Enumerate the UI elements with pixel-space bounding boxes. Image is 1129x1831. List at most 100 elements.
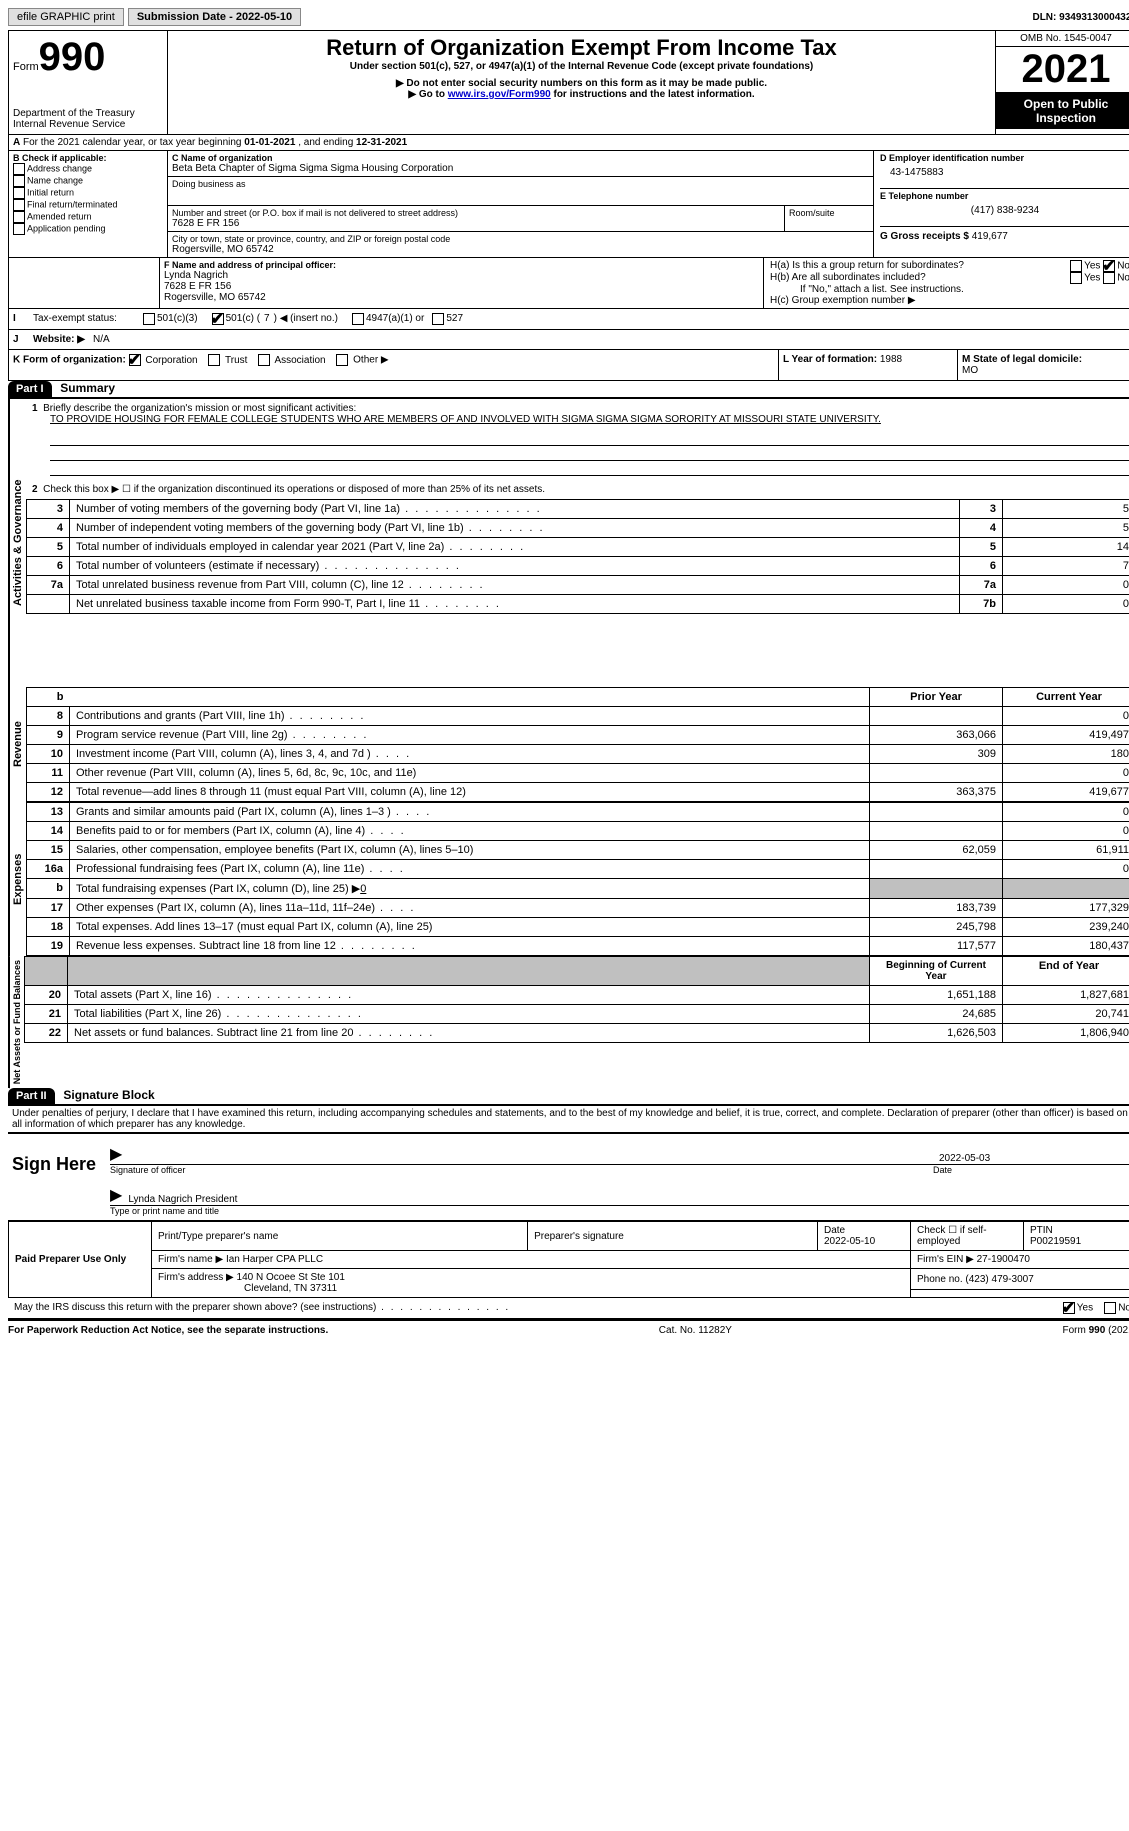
prep-date: 2022-05-10	[824, 1236, 875, 1247]
footer-left: For Paperwork Reduction Act Notice, see …	[8, 1325, 328, 1336]
checkbox-assoc[interactable]	[258, 354, 270, 366]
col-current-year: Current Year	[1003, 688, 1129, 707]
table-row: 20Total assets (Part X, line 16)1,651,18…	[25, 986, 1129, 1005]
phone-label: Phone no.	[917, 1274, 963, 1285]
block-l: L Year of formation: 1988	[779, 350, 958, 380]
hb-yes: Yes	[1084, 273, 1100, 284]
footer-right: Form 990 (2021)	[1063, 1325, 1129, 1336]
firm-addr1: 140 N Ocoee St Ste 101	[237, 1272, 345, 1283]
firm-name: Ian Harper CPA PLLC	[226, 1254, 323, 1265]
footer-mid: Cat. No. 11282Y	[659, 1325, 732, 1336]
checkbox-4947[interactable]	[352, 313, 364, 325]
line-a-text-b: , and ending	[295, 137, 356, 148]
checkbox-527[interactable]	[432, 313, 444, 325]
checkbox-ha-no[interactable]	[1103, 260, 1115, 272]
checkbox-address-change[interactable]	[13, 163, 25, 175]
l1-label: Briefly describe the organization's miss…	[43, 403, 356, 414]
table-row: 16aProfessional fundraising fees (Part I…	[27, 860, 1129, 879]
org-city: Rogersville, MO 65742	[172, 244, 869, 255]
opt-501c3: 501(c)(3)	[157, 313, 198, 325]
org-name: Beta Beta Chapter of Sigma Sigma Sigma H…	[172, 163, 869, 174]
checkbox-hb-no[interactable]	[1103, 272, 1115, 284]
col-eoy: End of Year	[1003, 957, 1129, 986]
submission-date-button[interactable]: Submission Date - 2022-05-10	[128, 8, 301, 26]
discuss-yes: Yes	[1077, 1303, 1093, 1314]
firm-addr-label: Firm's address ▶	[158, 1272, 234, 1283]
l-label: L Year of formation:	[783, 354, 877, 365]
l16b-text: Total fundraising expenses (Part IX, col…	[76, 883, 360, 895]
prep-c3-label: Date	[824, 1225, 845, 1236]
checkbox-app-pending[interactable]	[13, 223, 25, 235]
checkbox-initial-return[interactable]	[13, 187, 25, 199]
opt-trust: Trust	[225, 355, 247, 366]
firm-addr2: Cleveland, TN 37311	[158, 1283, 337, 1294]
opt-app-pending: Application pending	[27, 223, 106, 233]
opt-name-change: Name change	[27, 175, 83, 185]
ha-yes: Yes	[1084, 261, 1100, 272]
checkbox-discuss-no[interactable]	[1104, 1302, 1116, 1314]
summary-table-rev: bPrior YearCurrent Year 8Contributions a…	[26, 687, 1129, 802]
h-b-label: H(b) Are all subordinates included?	[770, 272, 1070, 284]
block-m: M State of legal domicile:MO	[958, 350, 1129, 380]
opt-4947: 4947(a)(1) or	[366, 313, 424, 325]
year-formation: 1988	[880, 354, 902, 365]
checkbox-ha-yes[interactable]	[1070, 260, 1082, 272]
discuss-no: No	[1118, 1303, 1129, 1314]
irs-link[interactable]: www.irs.gov/Form990	[448, 89, 551, 100]
firm-phone-cell: Phone no. (423) 479-3007	[911, 1269, 1129, 1290]
checkbox-trust[interactable]	[208, 354, 220, 366]
officer-addr2: Rogersville, MO 65742	[164, 292, 759, 303]
table-row: 5Total number of individuals employed in…	[27, 538, 1129, 557]
ha-no: No	[1117, 261, 1129, 272]
firm-addr-cell: Firm's address ▶ 140 N Ocoee St Ste 101C…	[152, 1269, 911, 1298]
dln-text: DLN: 93493130004322	[1032, 12, 1129, 23]
checkbox-501c3[interactable]	[143, 313, 155, 325]
line-2: 2 Check this box ▶ ☐ if the organization…	[26, 480, 1129, 499]
hb-no: No	[1117, 273, 1129, 284]
page-footer: For Paperwork Reduction Act Notice, see …	[8, 1325, 1129, 1336]
efile-print-button[interactable]: efile GRAPHIC print	[8, 8, 124, 26]
block-b-label: B Check if applicable:	[13, 153, 163, 163]
g-label: G Gross receipts $	[880, 231, 969, 242]
part2-header-row: Part II Signature Block	[8, 1088, 1129, 1106]
j-label: Website: ▶	[33, 334, 85, 345]
part1-header-row: Part I Summary	[8, 381, 1129, 399]
table-row: Net unrelated business taxable income fr…	[27, 595, 1129, 614]
table-row: 15Salaries, other compensation, employee…	[27, 841, 1129, 860]
checkbox-corp[interactable]	[129, 354, 141, 366]
table-row: 21Total liabilities (Part X, line 26)24,…	[25, 1005, 1129, 1024]
form-990-number: 990	[39, 35, 106, 79]
checkbox-other[interactable]	[336, 354, 348, 366]
prep-ptin-cell: PTINP00219591	[1024, 1222, 1129, 1251]
side-label-rev: Revenue	[9, 687, 26, 802]
form-subtitle-3: ▶ Go to www.irs.gov/Form990 for instruct…	[172, 89, 991, 100]
summary-table-exp: 13Grants and similar amounts paid (Part …	[26, 802, 1129, 956]
block-k: K Form of organization: Corporation Trus…	[9, 350, 779, 380]
side-label-exp: Expenses	[9, 802, 26, 956]
table-row: 19Revenue less expenses. Subtract line 1…	[27, 937, 1129, 956]
sign-here-block: Sign Here ▶ Signature of officer 2022-05…	[8, 1132, 1129, 1221]
checkbox-hb-yes[interactable]	[1070, 272, 1082, 284]
opt-final-return: Final return/terminated	[27, 199, 118, 209]
firm-label: Firm's name ▶	[158, 1254, 223, 1265]
l16b-val: 0	[360, 883, 366, 895]
checkbox-final-return[interactable]	[13, 199, 25, 211]
officer-addr1: 7628 E FR 156	[164, 281, 759, 292]
checkbox-501c[interactable]	[212, 313, 224, 325]
tax-year: 2021	[996, 46, 1129, 93]
table-row: 22Net assets or fund balances. Subtract …	[25, 1024, 1129, 1043]
checkbox-name-change[interactable]	[13, 175, 25, 187]
g-line: G Gross receipts $ 419,677	[880, 226, 1129, 242]
c-name-label: C Name of organization	[172, 153, 869, 163]
checkbox-discuss-yes[interactable]	[1063, 1302, 1075, 1314]
h-note: If "No," attach a list. See instructions…	[770, 284, 1129, 295]
checkbox-amended[interactable]	[13, 211, 25, 223]
side-label-ag: Activities & Governance	[9, 399, 26, 687]
opt-other: Other ▶	[353, 355, 388, 366]
irs-text: Internal Revenue Service	[13, 119, 163, 130]
f-label: F Name and address of principal officer:	[164, 260, 759, 270]
table-row: 17Other expenses (Part IX, column (A), l…	[27, 899, 1129, 918]
state-domicile: MO	[962, 365, 978, 376]
side-label-na: Net Assets or Fund Balances	[9, 956, 24, 1088]
summary-table-ag: 3Number of voting members of the governi…	[26, 499, 1129, 614]
